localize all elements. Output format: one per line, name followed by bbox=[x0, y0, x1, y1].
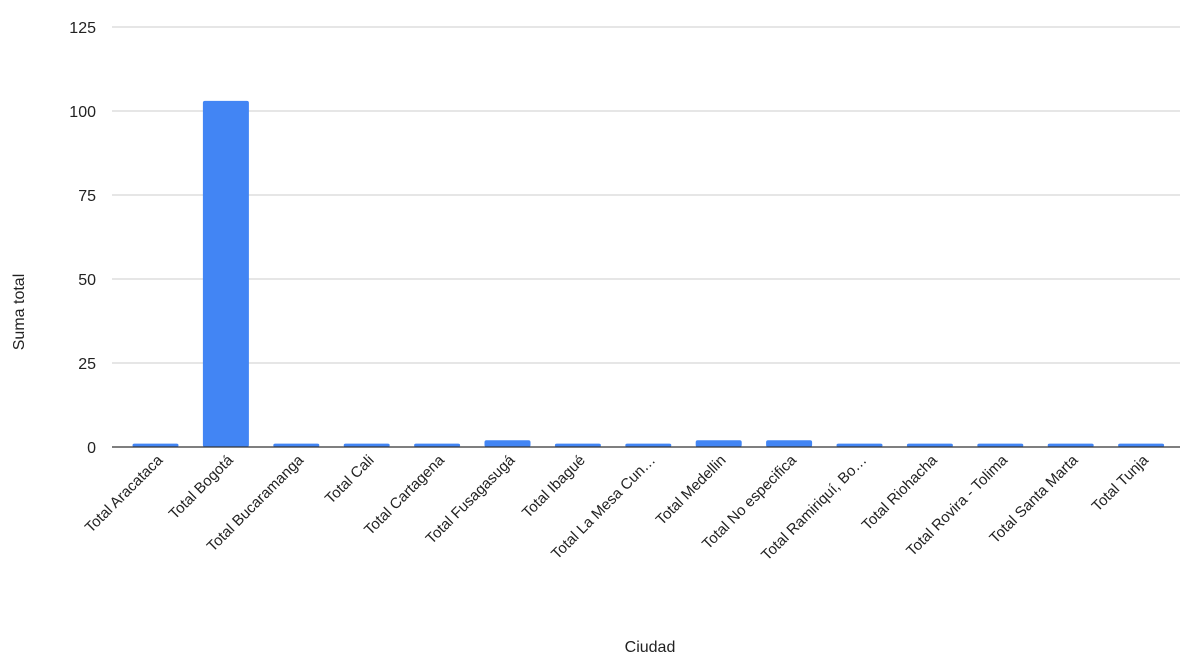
bar bbox=[132, 443, 179, 447]
x-category-label: Total Bogotá bbox=[166, 451, 237, 522]
y-tick-label: 50 bbox=[78, 272, 96, 289]
bar bbox=[273, 443, 320, 447]
x-category-label: Total Medellin bbox=[653, 452, 730, 529]
bar bbox=[554, 443, 601, 447]
bar bbox=[836, 443, 883, 447]
y-axis-ticks: 0 25 50 75 100 125 bbox=[69, 20, 96, 457]
gridlines bbox=[112, 26, 1180, 364]
y-tick-label: 75 bbox=[78, 188, 96, 205]
x-category-label: Total Tunja bbox=[1089, 451, 1153, 515]
bar bbox=[202, 100, 249, 448]
y-tick-label: 125 bbox=[69, 20, 96, 37]
bar bbox=[695, 440, 742, 447]
bar bbox=[1047, 443, 1094, 447]
bar bbox=[625, 443, 672, 447]
x-category-label: Total Cali bbox=[322, 452, 378, 508]
x-axis-title: Ciudad bbox=[625, 639, 676, 656]
y-tick-label: 25 bbox=[78, 356, 96, 373]
bar bbox=[484, 440, 531, 447]
bar bbox=[343, 443, 390, 447]
bar bbox=[414, 443, 461, 447]
bar bbox=[977, 443, 1024, 447]
x-category-label: Total Aracataca bbox=[82, 451, 167, 536]
y-tick-label: 0 bbox=[87, 440, 96, 457]
x-category-label: Total Ibagué bbox=[519, 452, 589, 522]
bar bbox=[906, 443, 953, 447]
bar bbox=[766, 440, 813, 447]
y-tick-label: 100 bbox=[69, 104, 96, 121]
bars bbox=[132, 100, 1165, 448]
y-axis-title: Suma total bbox=[11, 274, 28, 350]
bar bbox=[1118, 443, 1165, 447]
